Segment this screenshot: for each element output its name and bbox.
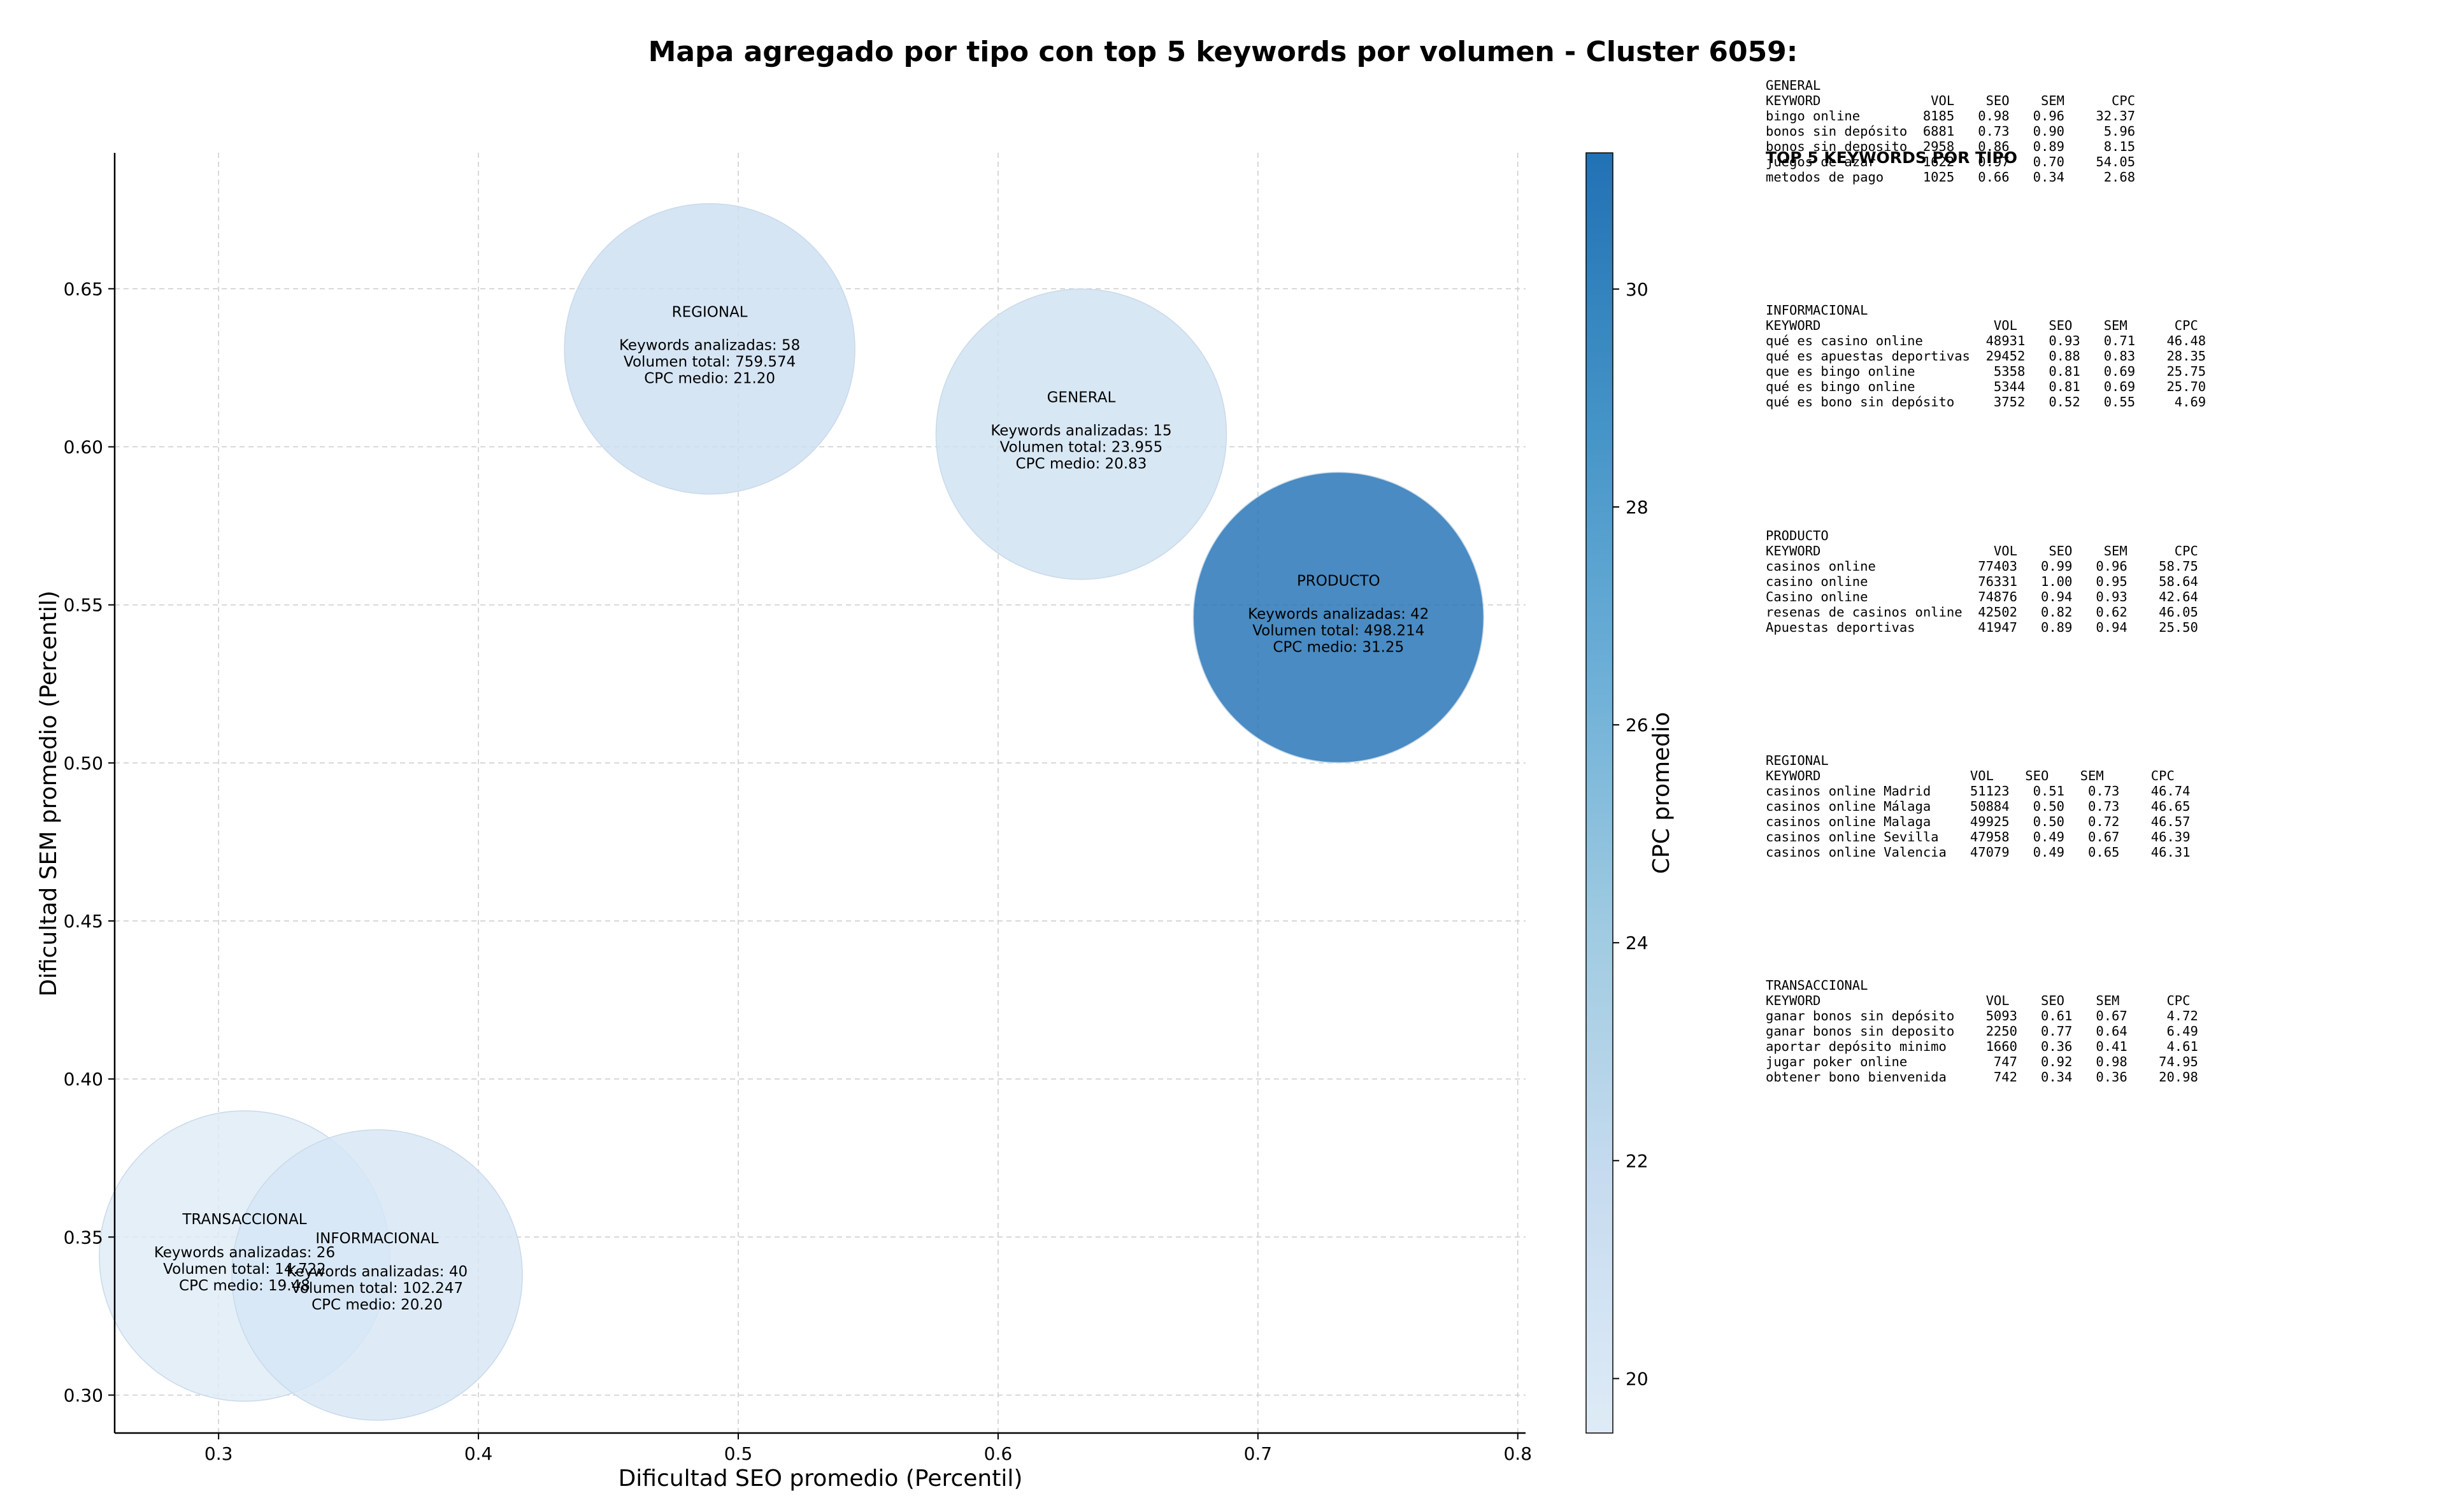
bubble-volume-label: Volumen total: 498.214 [1252, 623, 1424, 639]
bubble-producto [1192, 471, 1485, 764]
bubble-cpc-label: CPC medio: 21.20 [644, 371, 775, 387]
keyword-row: casinos online Malaga 49925 0.50 0.72 46… [1766, 814, 2191, 829]
keyword-row: casino online 76331 1.00 0.95 58.64 [1766, 574, 2198, 589]
keyword-block-header: KEYWORD VOL SEO SEM CPC [1766, 93, 2136, 108]
top-keywords-panel: TOP 5 KEYWORDS POR TIPO GENERAL KEYWORD V… [1766, 78, 2435, 1085]
y-tick-label: 0.35 [64, 1227, 103, 1248]
y-axis-label: Dificultad SEM promedio (Percentil) [36, 590, 62, 997]
keyword-block-header: KEYWORD VOL SEO SEM CPC [1766, 543, 2198, 559]
y-tick-label: 0.60 [64, 437, 103, 458]
keyword-row: casinos online Sevilla 47958 0.49 0.67 4… [1766, 829, 2191, 845]
keyword-block-header: KEYWORD VOL SEO SEM CPC [1766, 318, 2198, 333]
bubble-type-label: GENERAL [1047, 390, 1116, 406]
y-tick-label: 0.50 [64, 753, 103, 774]
keyword-row: obtener bono bienvenida 742 0.34 0.36 20… [1766, 1069, 2198, 1085]
bubble-type-label: INFORMACIONAL [315, 1230, 438, 1247]
bubble-keywords-label: Keywords analizadas: 15 [991, 423, 1171, 439]
keyword-row: bingo online 8185 0.98 0.96 32.37 [1766, 108, 2136, 124]
x-tick-label: 0.3 [204, 1443, 233, 1464]
keyword-row: ganar bonos sin deposito 2250 0.77 0.64 … [1766, 1023, 2198, 1039]
bubble-cpc-label: CPC medio: 31.25 [1273, 639, 1404, 656]
bubble-general [935, 288, 1227, 580]
bubble-type-label: REGIONAL [672, 304, 748, 321]
y-tick-label: 0.65 [64, 278, 103, 299]
keyword-row: Casino online 74876 0.94 0.93 42.64 [1766, 589, 2198, 604]
bubble-keywords-label: Keywords analizadas: 58 [619, 338, 800, 354]
keyword-block-general: GENERAL KEYWORD VOL SEO SEM CPC bingo onli… [1766, 78, 2135, 185]
keyword-block-header: KEYWORD VOL SEO SEM CPC [1766, 993, 2191, 1008]
x-tick-label: 0.6 [984, 1443, 1013, 1464]
keyword-block-transaccional: TRANSACCIONAL KEYWORD VOL SEO SEM CPC gana… [1766, 978, 2198, 1085]
keyword-row: ganar bonos sin depósito 5093 0.61 0.67 … [1766, 1008, 2198, 1023]
bubble-volume-label: Volumen total: 14.722 [163, 1261, 326, 1278]
keyword-block-informacional: INFORMACIONAL KEYWORD VOL SEO SEM CPC qué … [1766, 303, 2206, 410]
keyword-row: casinos online 77403 0.99 0.96 58.75 [1766, 559, 2198, 574]
keyword-row: jugar poker online 747 0.92 0.98 74.95 [1766, 1054, 2198, 1069]
keyword-row: Apuestas deportivas 41947 0.89 0.94 25.5… [1766, 620, 2198, 635]
keyword-row: casinos online Málaga 50884 0.50 0.73 46… [1766, 799, 2191, 814]
keyword-row: bonos sin deposito 2958 0.86 0.89 8.15 [1766, 139, 2136, 154]
x-tick-label: 0.4 [464, 1443, 493, 1464]
x-tick-label: 0.8 [1503, 1443, 1532, 1464]
y-tick-label: 0.30 [64, 1385, 103, 1406]
bubble-type-label: TRANSACCIONAL [182, 1211, 306, 1228]
keyword-block-producto: PRODUCTO KEYWORD VOL SEO SEM CPC casinos o… [1766, 528, 2198, 635]
bubble-cpc-label: CPC medio: 20.83 [1016, 456, 1147, 473]
keyword-row: resenas de casinos online 42502 0.82 0.6… [1766, 604, 2198, 620]
bubble-keywords-label: Keywords analizadas: 40 [287, 1264, 468, 1280]
keyword-row: que es bingo online 5358 0.81 0.69 25.75 [1766, 364, 2206, 379]
keyword-block-title: PRODUCTO [1766, 528, 1829, 543]
x-tick-label: 0.7 [1244, 1443, 1273, 1464]
keyword-row: qué es bono sin depósito 3752 0.52 0.55 … [1766, 394, 2206, 410]
keyword-row: metodos de pago 1025 0.66 0.34 2.68 [1766, 169, 2136, 185]
keyword-row: casinos online Madrid 51123 0.51 0.73 46… [1766, 783, 2191, 799]
bubble-cpc-label: CPC medio: 19.48 [179, 1278, 310, 1294]
bubble-informacional [231, 1129, 523, 1421]
keyword-row: aportar depósito minimo 1660 0.36 0.41 4… [1766, 1039, 2198, 1054]
bubble-keywords-label: Keywords analizadas: 42 [1248, 606, 1429, 623]
keyword-block-title: REGIONAL [1766, 753, 1829, 768]
x-tick-label: 0.5 [724, 1443, 753, 1464]
keyword-row: casinos online Valencia 47079 0.49 0.65 … [1766, 845, 2191, 860]
keyword-row: juegos de azar 1622 0.97 0.70 54.05 [1766, 154, 2136, 169]
bubble-type-label: PRODUCTO [1297, 573, 1380, 590]
bubble-cpc-label: CPC medio: 20.20 [311, 1297, 443, 1313]
keyword-row: qué es casino online 48931 0.93 0.71 46.… [1766, 333, 2206, 348]
axes: 0.3 0.4 0.5 0.6 0.7 0.8 0.30 0.35 0.40 0.45 0.50 0.… [64, 153, 1532, 1464]
keyword-row: qué es bingo online 5344 0.81 0.69 25.70 [1766, 379, 2206, 394]
keyword-row: bonos sin depósito 6881 0.73 0.90 5.96 [1766, 124, 2136, 139]
keyword-block-title: TRANSACCIONAL [1766, 978, 1868, 993]
top-keywords-heading: TOP 5 KEYWORDS POR TIPO [1766, 148, 2017, 167]
bubble-volume-label: Volumen total: 23.955 [1000, 439, 1163, 456]
chart-title: Mapa agregado por tipo con top 5 keyword… [648, 36, 1798, 68]
keyword-block-header: KEYWORD VOL SEO SEM CPC [1766, 768, 2175, 783]
keyword-block-title: INFORMACIONAL [1766, 303, 1868, 318]
y-tick-label: 0.45 [64, 911, 103, 932]
keyword-block-title: GENERAL [1766, 78, 1821, 93]
keyword-block-regional: REGIONAL KEYWORD VOL SEO SEM CPC casinos o… [1766, 753, 2190, 860]
y-tick-label: 0.55 [64, 595, 103, 616]
bubble-regional [564, 203, 855, 495]
y-tick-label: 0.40 [64, 1069, 103, 1090]
bubble-volume-label: Volumen total: 759.574 [624, 354, 796, 371]
x-axis-label: Dificultad SEO promedio (Percentil) [619, 1466, 1023, 1492]
bubble-keywords-label: Keywords analizadas: 26 [154, 1245, 335, 1261]
bubble-volume-label: Volumen total: 102.247 [291, 1280, 463, 1297]
keyword-row: qué es apuestas deportivas 29452 0.88 0.… [1766, 348, 2206, 364]
